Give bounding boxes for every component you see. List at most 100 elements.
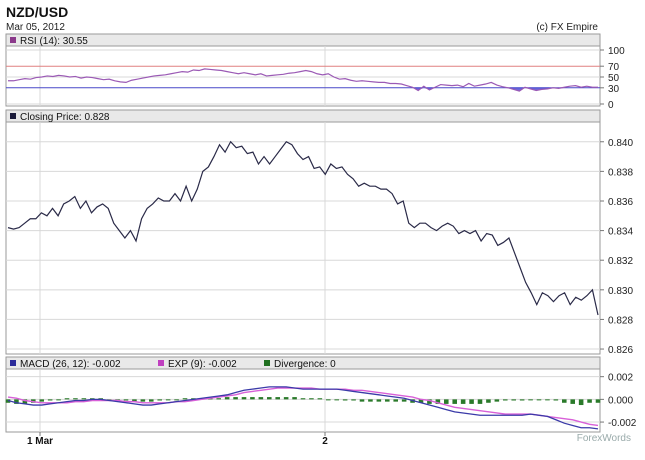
divergence-bar [224,397,230,400]
y-tick-label: 0.838 [608,167,633,178]
legend-macd: MACD (26, 12): -0.002 [20,359,121,370]
price-panel: Closing Price: 0.828 0.826 0.828 0.830 0.832… [5,109,633,356]
divergence-bar [342,399,348,401]
divergence-bar [587,399,592,403]
legend-swatch-exp [158,360,164,366]
divergence-bar [56,399,61,401]
divergence-bar [460,399,466,404]
y-tick-label: 0.836 [608,197,633,208]
divergence-bar [216,398,221,400]
legend-exp: EXP (9): -0.002 [168,359,237,370]
divergence-bar [300,398,306,400]
divergence-bar [401,399,407,402]
y-tick-label: 0.828 [608,315,633,326]
x-axis: 1 Mar 2 [27,432,328,447]
panel-legend-bar [5,109,601,123]
chart-date: Mar 05, 2012 [6,22,65,33]
divergence-bar [528,399,533,401]
divergence-bar [39,399,44,402]
y-tick-label: 70 [608,62,620,73]
divergence-bar [275,397,280,400]
panel-legend-bar [5,356,601,370]
panel-legend-bar [5,33,601,47]
panel-frame [5,109,601,355]
divergence-bar [435,399,441,404]
x-tick-label: 1 Mar [27,436,53,447]
divergence-bar [165,399,171,401]
y-tick-label: 0.000 [608,395,633,406]
divergence-bar [595,399,601,403]
watermark: ForexWords [576,433,631,444]
divergence-bar [64,398,70,400]
y-tick-label: 0.832 [608,256,633,267]
rsi-line [8,68,598,92]
divergence-bar [283,397,289,400]
divergence-bar [393,399,398,402]
divergence-bar [250,397,255,400]
divergence-bar [578,399,584,406]
divergence-bar [267,397,272,400]
divergence-bar [385,399,390,402]
divergence-bar [368,399,373,402]
legend-price: Closing Price: 0.828 [20,112,110,123]
divergence-bar [241,397,247,400]
legend-rsi: RSI (14): 30.55 [20,36,88,47]
divergence-bar [519,399,525,401]
legend-swatch-macd [10,360,16,366]
chart-title: NZD/USD [6,4,69,20]
divergence-bar [427,399,432,404]
divergence-bar [511,399,516,401]
divergence-bar [309,398,314,400]
divergence-bar [258,397,264,400]
divergence-bar [47,399,53,401]
y-tick-label: 0.826 [608,345,633,356]
y-tick-label: 0.834 [608,227,633,238]
divergence-bar [157,399,162,401]
divergence-bar [553,399,559,401]
divergence-bar [545,399,550,401]
chart-credit: (c) FX Empire [536,22,598,33]
divergence-bar [292,397,297,400]
divergence-bar [73,398,78,400]
divergence-bar [452,399,457,404]
y-tick-label: 0.830 [608,286,633,297]
divergence-bar [376,399,382,402]
divergence-bar [149,399,154,402]
divergence-bar [570,399,575,404]
divergence-bar [469,399,474,404]
y-tick-label: 50 [608,73,620,84]
legend-swatch-rsi [10,37,16,43]
y-tick-label: 30 [608,84,620,95]
divergence-bar [22,399,28,404]
divergence-bar [174,399,179,401]
y-tick-label: 0 [608,100,614,111]
divergence-bar [132,399,137,402]
closing-price-line [7,140,599,316]
divergence-bar [562,399,567,403]
y-tick-label: 0.840 [608,138,633,149]
divergence-bar [494,399,500,402]
divergence-bar [486,399,491,403]
divergence-bar [334,399,339,401]
divergence-bar [503,399,508,401]
divergence-bar [14,399,19,404]
divergence-bar [359,399,365,402]
rsi-oversold-fill [8,87,598,92]
divergence-bar [182,398,188,400]
divergence-bar [233,397,238,400]
x-tick-label: 2 [322,436,328,447]
divergence-bar [351,399,356,401]
divergence-bar [418,399,424,403]
divergence-bar [477,399,483,404]
y-tick-label: 100 [608,46,625,57]
divergence-bar [444,399,449,404]
legend-divergence: Divergence: 0 [274,359,336,370]
legend-swatch-divergence [264,360,270,366]
divergence-bar [536,399,542,401]
y-tick-label: 0.002 [608,373,633,384]
legend-swatch-price [10,113,16,119]
y-tick-label: -0.002 [608,418,637,429]
divergence-bar [123,399,129,401]
